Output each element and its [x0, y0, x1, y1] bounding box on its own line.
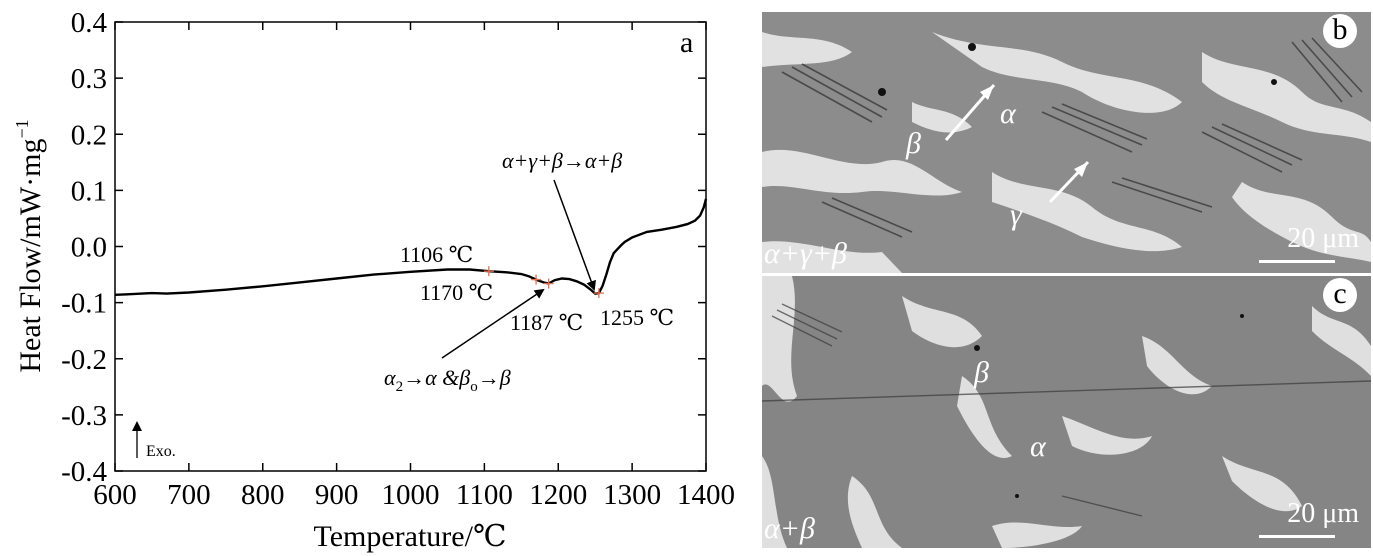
- annotation-reaction-lower: α2→α &βo→β: [384, 365, 511, 395]
- x-tick-label: 900: [315, 479, 359, 511]
- phase-corner-b: α+γ+β: [764, 237, 847, 270]
- y-tick-label: 0.2: [71, 119, 107, 151]
- peak-markers: [483, 266, 604, 299]
- y-tick-label: 0.1: [71, 175, 107, 207]
- x-tick-label: 1000: [382, 479, 440, 511]
- peak-marker: [531, 274, 542, 285]
- panel-letter-a: a: [680, 26, 693, 59]
- y-axis-label: Heat Flow/mW·mg−1: [12, 119, 47, 372]
- annotation-reaction-upper: α+γ+β→α+β: [502, 148, 622, 173]
- y-axis-ticks: 0.4 0.3 0.2 0.1 0.0 -0.1 -0.2 -0.3 -0.4: [61, 7, 706, 488]
- peak-marker: [593, 288, 604, 299]
- scale-bar-c: [1259, 535, 1335, 538]
- phase-alpha-c: α: [1030, 430, 1046, 463]
- y-tick-label: -0.2: [61, 344, 107, 376]
- y-tick-label: 0.4: [71, 7, 108, 39]
- peak-marker: [543, 278, 554, 289]
- phase-beta-b: β: [906, 127, 921, 160]
- y-tick-label: 0.3: [71, 63, 107, 95]
- y-tick-label: -0.1: [61, 288, 107, 320]
- x-tick-label: 1200: [529, 479, 587, 511]
- phase-alpha-b: α: [1000, 97, 1016, 130]
- micrograph-c-texture: [762, 276, 1371, 548]
- x-tick-label: 600: [93, 479, 137, 511]
- x-tick-label: 1300: [603, 479, 661, 511]
- peak-marker: [483, 266, 494, 277]
- arrow-reaction-lower: [441, 288, 545, 359]
- scale-label-b: 20 μm: [1287, 223, 1359, 254]
- x-tick-label: 1400: [677, 479, 735, 511]
- micrograph-panel-b: b α β γ α+γ+β 20 μm: [762, 12, 1371, 273]
- x-tick-label: 1100: [456, 479, 513, 511]
- scale-bar-b: [1259, 260, 1335, 263]
- y-tick-label: -0.4: [61, 456, 107, 488]
- annotation-1187: 1187 ℃: [510, 310, 583, 335]
- x-axis-ticks: 600 700 800 900 1000 1100 1200 1300 1400: [93, 22, 735, 511]
- micrograph-b-texture: [762, 12, 1371, 273]
- phase-gamma-b: γ: [1010, 198, 1022, 231]
- x-tick-label: 700: [167, 479, 211, 511]
- x-tick-label: 800: [241, 479, 285, 511]
- dsc-chart: 600 700 800 900 1000 1100 1200 1300 1400 0.40.30…: [12, 7, 735, 553]
- panel-letter-b: b: [1323, 14, 1357, 48]
- scale-label-c: 20 μm: [1287, 498, 1359, 529]
- panel-letter-c: c: [1323, 278, 1357, 312]
- arrow-reaction-upper: [553, 179, 596, 291]
- annotation-1170: 1170 ℃: [420, 280, 493, 305]
- y-tick-label: -0.3: [61, 400, 107, 432]
- annotation-1255: 1255 ℃: [600, 305, 674, 330]
- x-axis-label: Temperature/℃: [313, 520, 506, 553]
- heat-flow-line: [114, 198, 708, 296]
- phase-corner-c: α+β: [764, 512, 815, 545]
- annotation-1106: 1106 ℃: [400, 242, 473, 267]
- phase-beta-c: β: [974, 356, 989, 389]
- exo-label: Exo.: [146, 443, 176, 460]
- y-tick-label: 0.0: [71, 232, 107, 264]
- micrograph-panel-c: c β α α+β 20 μm: [762, 276, 1371, 548]
